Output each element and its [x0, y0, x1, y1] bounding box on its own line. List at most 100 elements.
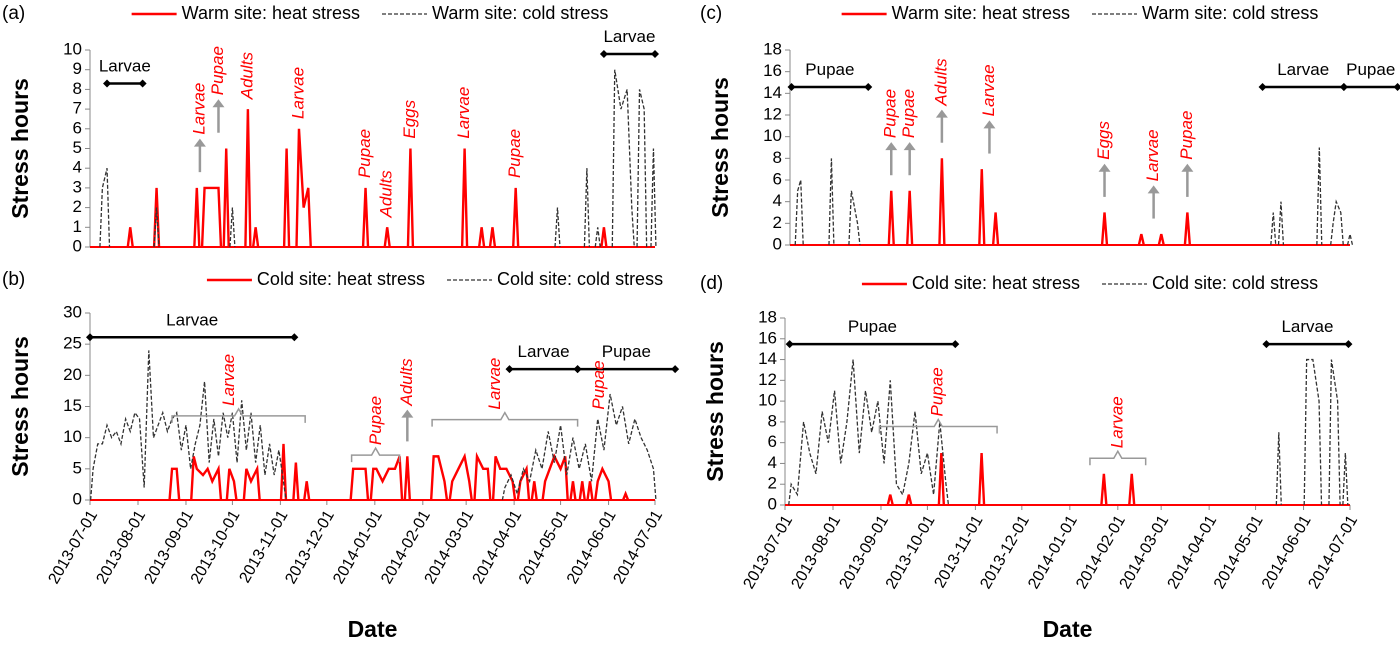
stage-end [951, 340, 960, 349]
y-tick-label: 2 [773, 213, 782, 232]
y-tick-label: 10 [63, 39, 82, 58]
y-tick-label: 7 [73, 99, 82, 118]
legend-label: Warm site: cold stress [1142, 3, 1318, 23]
brace [431, 411, 579, 427]
stage-annotation: Pupae [899, 89, 918, 138]
series-line [369, 455, 404, 501]
stage-end [1339, 83, 1348, 92]
series-line [251, 227, 260, 248]
stage-label: Larvae [166, 310, 218, 329]
stage-annotation: Pupae [928, 367, 947, 416]
series-line [349, 467, 370, 501]
y-tick-label: 18 [758, 307, 777, 326]
stage-label: Larvae [1277, 60, 1329, 79]
series-line [477, 227, 486, 248]
x-tick-label: 2014-01-01 [1025, 513, 1081, 592]
stage-annotation: Pupae [589, 360, 608, 409]
arrow-head [935, 109, 948, 118]
series-line [1100, 473, 1108, 506]
stage-annotation: Pupae [208, 46, 227, 95]
series-line [190, 456, 223, 501]
legend: Cold site: heat stress Cold site: cold st… [206, 269, 663, 289]
series-line [828, 158, 835, 246]
series-line [1275, 432, 1282, 506]
x-tick-label: 2013-07-01 [45, 508, 101, 587]
x-tick-label: 2013-10-01 [188, 508, 244, 587]
legend-label: Warm site: heat stress [182, 3, 360, 23]
series-line [886, 494, 894, 506]
x-tick-label: 2014-01-01 [330, 508, 386, 587]
arrow-head [1147, 185, 1160, 194]
series-line [1157, 233, 1165, 246]
series-line [406, 148, 415, 248]
y-axis-title: Stress hours [702, 341, 728, 482]
x-tick-label: 2013-08-01 [788, 513, 844, 592]
series-line [488, 227, 497, 248]
series-line [225, 468, 238, 501]
brace [1089, 449, 1147, 466]
stage-end [864, 83, 873, 92]
series-line [1100, 212, 1109, 246]
series-line [938, 158, 946, 246]
series-line [594, 465, 613, 501]
series-line [848, 190, 861, 246]
arrow-head [903, 142, 916, 151]
stage-annotation: Pupae [505, 129, 524, 178]
series-line [292, 462, 300, 501]
series-line [168, 467, 181, 501]
x-tick-label: 2014-07-01 [1305, 513, 1361, 592]
stage-annotation: Eggs [400, 99, 419, 138]
series-line [978, 169, 986, 246]
stage-annotation: Larvae [454, 87, 473, 139]
series-line [554, 207, 561, 248]
stage-label: Larvae [603, 27, 655, 46]
y-tick-label: 5 [73, 458, 82, 477]
series-line [491, 455, 517, 501]
series-line [516, 464, 531, 501]
y-tick-label: 10 [763, 126, 782, 145]
y-axis-title: Stress hours [7, 78, 33, 219]
y-tick-label: 0 [73, 236, 82, 255]
legend: Warm site: heat stress Warm site: cold st… [841, 3, 1318, 23]
x-tick-label: 2013-10-01 [883, 513, 939, 592]
stage-annotation: Larvae [219, 354, 238, 406]
stage-end [138, 79, 147, 88]
y-tick-label: 0 [768, 494, 777, 513]
arrow-head [1098, 163, 1111, 172]
stage-end [505, 365, 514, 374]
y-axis-title: Stress hours [707, 77, 733, 218]
stage-end [290, 333, 299, 342]
series-line [541, 453, 569, 501]
stage-annotation: Larvae [1107, 396, 1126, 448]
series-line [569, 481, 577, 501]
brace [350, 446, 401, 463]
series-line [193, 187, 201, 248]
series-line [530, 481, 538, 501]
x-tick-label: 2013-12-01 [282, 508, 338, 587]
series-line [1277, 201, 1285, 246]
y-tick-label: 0 [73, 489, 82, 508]
series-line [460, 148, 469, 248]
legend-label: Cold site: heat stress [257, 269, 425, 289]
arrow-head [401, 409, 414, 418]
stage-label: Larvae [518, 342, 570, 361]
series-line [1316, 147, 1323, 246]
y-tick-label: 12 [763, 104, 782, 123]
stage-annotation: Larvae [485, 358, 504, 410]
series-line [200, 186, 223, 248]
series-line [501, 393, 657, 501]
stage-annotation: Pupae [1177, 111, 1196, 160]
stage-annotation: Pupae [366, 396, 385, 445]
series-line [153, 207, 160, 248]
series-line [126, 227, 134, 248]
series-line [303, 481, 311, 501]
series-line [1330, 199, 1344, 246]
series-line [578, 481, 586, 501]
panel-label: (b) [2, 269, 25, 290]
series-line [242, 464, 261, 501]
series-line [906, 190, 914, 246]
panel-label: (d) [700, 273, 723, 294]
y-tick-label: 1 [73, 217, 82, 236]
series-line [295, 128, 312, 248]
x-tick-label: 2013-11-01 [931, 513, 986, 591]
